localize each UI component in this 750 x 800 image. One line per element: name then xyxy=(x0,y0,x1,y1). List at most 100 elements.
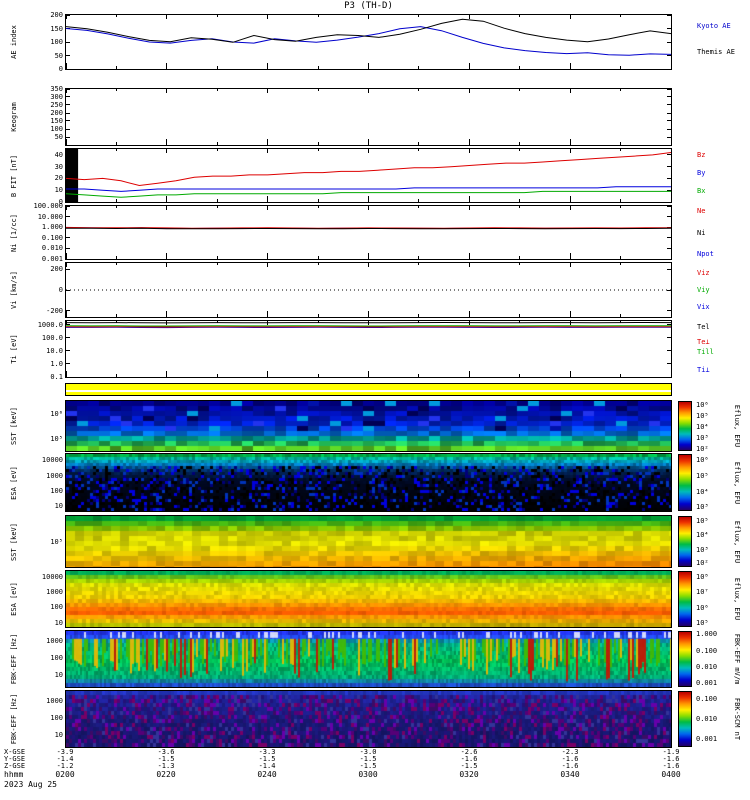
y-tick-mark xyxy=(667,112,671,114)
x-tick-mark xyxy=(317,256,319,259)
colorbar-tick-label: 10³ xyxy=(696,503,709,511)
y-tick-label: 20 xyxy=(54,174,63,183)
x-tick-mark xyxy=(368,311,369,317)
time-tick-label: 0240 xyxy=(257,770,277,779)
x-tick-mark xyxy=(670,63,672,69)
legend-vix: Vix xyxy=(697,303,710,312)
legend-ti⊥: Ti⊥ xyxy=(697,366,710,375)
y-tick-mark xyxy=(66,88,70,90)
panel-keogram: Keogram 350 300 250 200 150 100 50 xyxy=(10,85,672,146)
x-tick-mark xyxy=(267,139,269,145)
colorbar-tick-label: 10⁶ xyxy=(696,603,709,612)
x-tick-mark xyxy=(368,149,369,153)
colorbar-tick-label: 10² xyxy=(696,444,709,453)
time-tick-label: 0320 xyxy=(459,770,479,779)
y-tick-label: 1000 xyxy=(46,637,63,646)
x-tick-mark xyxy=(620,374,622,377)
x-tick-mark xyxy=(670,311,672,317)
y-tick-label: 10⁵ xyxy=(50,537,63,546)
x-tick-mark xyxy=(519,314,521,317)
y-tick-label: 200 xyxy=(50,109,63,117)
x-tick-mark xyxy=(115,263,117,265)
x-tick-mark xyxy=(519,256,521,259)
x-tick-mark xyxy=(166,263,168,267)
x-tick-mark xyxy=(519,89,521,91)
axis-label-fbk_eff: FBK-EFF [Hz] xyxy=(10,633,18,685)
legend-npot: Npot xyxy=(697,249,714,258)
y-tick-label: 150 xyxy=(50,117,63,125)
x-tick-mark xyxy=(216,142,218,145)
x-tick-mark xyxy=(166,196,168,202)
iesa-colorbar xyxy=(678,454,692,511)
x-tick-mark xyxy=(569,253,571,259)
x-tick-mark xyxy=(216,89,218,91)
x-tick-mark xyxy=(216,374,218,377)
y-tick-mark xyxy=(667,128,671,130)
x-tick-mark xyxy=(468,253,470,259)
y-tick-label: 100 xyxy=(50,487,63,496)
bottom-row-value: -1.5 xyxy=(460,762,478,770)
colorbar-tick-label: 0.010 xyxy=(696,662,718,671)
x-tick-mark xyxy=(115,206,117,208)
x-tick-mark xyxy=(317,263,319,265)
x-tick-mark xyxy=(670,681,672,687)
x-tick-mark xyxy=(468,63,470,69)
y-tick-mark xyxy=(66,201,70,203)
y-tick-mark xyxy=(66,55,70,56)
panel-b-fit: B FIT [nT] 40 30 20 10 0 Bz By Bx xyxy=(10,148,705,206)
x-tick-mark xyxy=(216,263,218,265)
bottom-row-label: Z-GSE xyxy=(4,762,26,770)
x-tick-mark xyxy=(267,196,269,202)
x-tick-mark xyxy=(620,149,622,151)
eesa-colorbar xyxy=(678,571,692,627)
series-bx xyxy=(66,190,671,198)
x-tick-mark xyxy=(216,206,218,208)
time-tick-label: 0340 xyxy=(560,770,580,779)
y-tick-mark xyxy=(66,363,70,365)
x-tick-mark xyxy=(418,374,420,377)
x-tick-mark xyxy=(115,374,117,377)
time-tick-label: 0220 xyxy=(156,770,176,779)
y-tick-mark xyxy=(667,289,671,291)
x-tick-mark xyxy=(418,263,420,265)
colorbar-tick-label: 0.100 xyxy=(696,695,718,704)
y-tick-mark xyxy=(66,68,70,70)
y-tick-label: 100 xyxy=(50,125,63,133)
bottom-row-value: -2.6 xyxy=(460,748,478,756)
y-tick-mark xyxy=(667,350,671,352)
x-tick-mark xyxy=(468,139,470,145)
x-tick-mark xyxy=(368,15,369,19)
x-tick-mark xyxy=(216,15,218,17)
y-tick-mark xyxy=(667,337,671,339)
fbk_eff-colorbar xyxy=(678,631,692,687)
x-tick-mark xyxy=(418,89,420,91)
fbk_scm-colorbar xyxy=(678,691,692,747)
y-tick-mark xyxy=(667,88,671,90)
x-tick-mark xyxy=(166,253,168,259)
y-tick-label: 10 xyxy=(54,671,63,680)
panel-eesa-spectrogram: ESA [eV] 10000 1000 100 10 10⁸ 10⁷ 10⁶ 10⁵ Eflux,… xyxy=(10,570,741,628)
x-tick-mark xyxy=(267,149,269,153)
bottom-row-value: -1.4 xyxy=(56,755,74,763)
iesa-spectrogram-canvas xyxy=(66,454,671,511)
fbk_eff-spectrogram-canvas xyxy=(66,631,671,687)
axis-label-iesa: ESA [eV] xyxy=(10,465,18,500)
x-tick-mark xyxy=(519,199,521,202)
colorbar-tick-label: 1.000 xyxy=(696,630,718,639)
y-tick-mark xyxy=(667,28,671,29)
hhmm-label: hhmm xyxy=(4,770,24,779)
y-tick-mark xyxy=(66,41,70,43)
colorbar-title: Eflux, EFU xyxy=(733,461,741,504)
y-tick-label: 200 xyxy=(50,265,63,274)
y-tick-mark xyxy=(66,128,70,130)
y-tick-mark xyxy=(667,205,671,207)
y-tick-label: 10.000 xyxy=(37,212,63,221)
bottom-row-value: -3.3 xyxy=(258,748,276,756)
bottom-row-value: -3.0 xyxy=(359,748,377,756)
x-tick-mark xyxy=(670,631,672,635)
x-tick-mark xyxy=(569,139,571,145)
bottom-row-value: -1.6 xyxy=(460,755,478,763)
bottom-row-value: -2.3 xyxy=(561,748,579,756)
panel-flag-strip xyxy=(65,383,672,396)
x-tick-mark xyxy=(569,15,571,19)
